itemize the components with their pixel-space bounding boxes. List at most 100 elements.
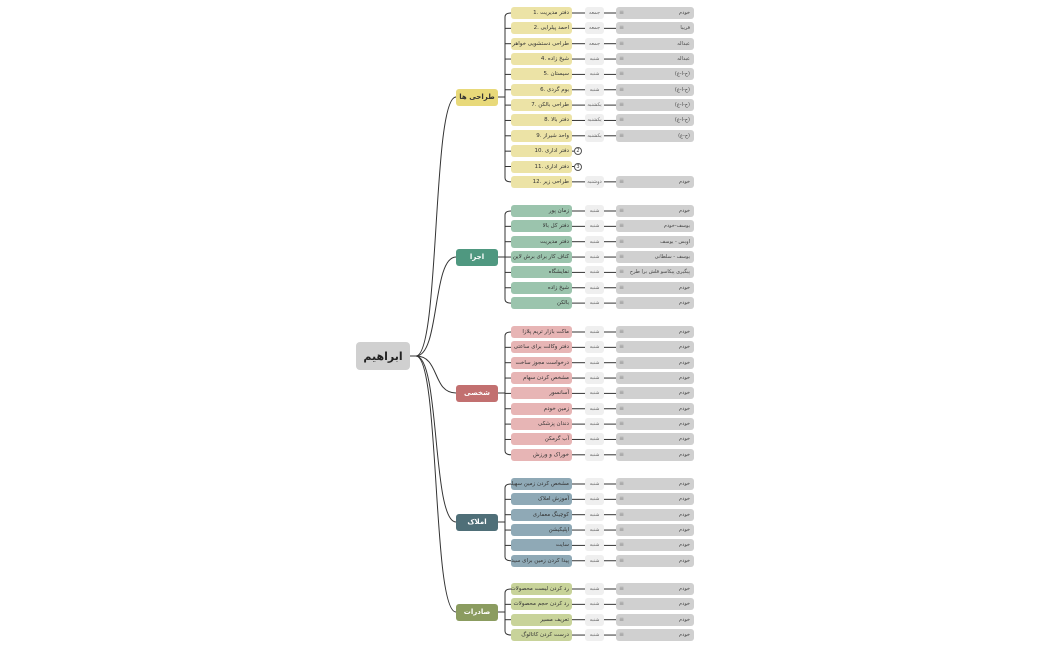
task-node[interactable]: بوم گردی .6 [511, 83, 572, 96]
day-node[interactable]: شنبه [585, 583, 604, 595]
notes-icon[interactable]: ≡ [619, 526, 625, 534]
task-node[interactable]: خوراک و ورزش [511, 448, 572, 461]
task-node[interactable]: درخواست مجوز ساخت [511, 356, 572, 369]
day-node[interactable]: شنبه [585, 220, 604, 233]
day-node[interactable]: شنبه [585, 326, 604, 338]
notes-icon[interactable]: ≡ [619, 328, 625, 335]
assignee-node[interactable]: خودم ≡ [616, 493, 694, 506]
day-node[interactable]: شنبه [585, 539, 604, 552]
task-node[interactable]: دفتر کل بالا [511, 220, 572, 233]
notes-icon[interactable]: ≡ [619, 283, 625, 291]
notes-icon[interactable]: ≡ [619, 253, 625, 261]
assignee-node[interactable]: (ح-ا-ع) ≡ [616, 68, 694, 81]
task-node[interactable]: نمایشگاه [511, 266, 572, 279]
day-node[interactable]: شنبه [585, 629, 604, 642]
notes-icon[interactable]: ≡ [619, 615, 625, 623]
task-node[interactable]: دفتر اداری .10 [511, 145, 572, 158]
day-node[interactable]: شنبه [585, 372, 604, 385]
root-node[interactable]: ابراهیم [356, 342, 410, 370]
task-node[interactable]: کناف کار برای برش لاین [511, 251, 572, 264]
task-node[interactable]: دفتر مدیریت [511, 235, 572, 248]
task-node[interactable]: طراحی دستشویی خواهر .3 [511, 37, 572, 50]
assignee-node[interactable]: یوسف - سلطانی ≡ [616, 251, 694, 264]
notes-icon[interactable]: ≡ [619, 222, 625, 230]
notes-icon[interactable]: ≡ [619, 631, 625, 639]
notes-icon[interactable]: ≡ [619, 541, 625, 549]
day-node[interactable]: شنبه [585, 613, 604, 626]
task-node[interactable]: رد کردن حجم محصولات [511, 598, 572, 611]
assignee-node[interactable]: (ح-ا-ع) ≡ [616, 99, 694, 112]
notes-icon[interactable]: ≡ [619, 268, 625, 276]
notes-icon[interactable]: ≡ [619, 237, 625, 245]
day-node[interactable]: یکشنبه [585, 114, 604, 127]
assignee-node[interactable]: (ح-ا-ع) ≡ [616, 83, 694, 96]
assignee-node[interactable]: خودم ≡ [616, 387, 694, 400]
task-node[interactable]: درست کردن کاتالوگ [511, 629, 572, 642]
task-node[interactable]: رد کردن لیست محصولات [511, 583, 572, 595]
notes-icon[interactable]: ≡ [619, 435, 625, 443]
branch-node[interactable]: شخصی [456, 384, 498, 402]
assignee-node[interactable]: (ح-ع) ≡ [616, 129, 694, 142]
assignee-node[interactable]: خودم ≡ [616, 372, 694, 385]
notes-icon[interactable]: ≡ [619, 85, 625, 93]
day-node[interactable]: شنبه [585, 524, 604, 537]
branch-node[interactable]: املاک [456, 513, 498, 531]
task-node[interactable]: شیخ زاده .4 [511, 53, 572, 66]
assignee-node[interactable]: خودم ≡ [616, 341, 694, 354]
day-node[interactable]: جمعه [585, 37, 604, 50]
notes-icon[interactable]: ≡ [619, 116, 625, 124]
assignee-node[interactable]: خودم ≡ [616, 613, 694, 626]
day-node[interactable]: شنبه [585, 418, 604, 431]
task-node[interactable]: طراحی بالکن .7 [511, 99, 572, 112]
day-node[interactable]: یکشنبه [585, 129, 604, 142]
day-node[interactable]: شنبه [585, 508, 604, 521]
task-node[interactable]: تعریف مسیر [511, 613, 572, 626]
assignee-node[interactable]: خودم ≡ [616, 598, 694, 611]
notes-icon[interactable]: ≡ [619, 389, 625, 397]
assignee-node[interactable]: خودم ≡ [616, 583, 694, 595]
notes-icon[interactable]: ≡ [619, 299, 625, 307]
notes-icon[interactable]: ≡ [619, 495, 625, 503]
assignee-node[interactable]: خودم ≡ [616, 524, 694, 537]
day-node[interactable]: جمعه [585, 7, 604, 19]
assignee-node[interactable]: یوسف-خودم ≡ [616, 220, 694, 233]
assignee-node[interactable]: اویس - یوسف ≡ [616, 235, 694, 248]
notes-icon[interactable]: ≡ [619, 343, 625, 351]
assignee-node[interactable]: خودم ≡ [616, 281, 694, 294]
branch-node[interactable]: طراحی ها [456, 88, 498, 106]
task-node[interactable]: بالکن [511, 297, 572, 310]
notes-icon[interactable]: ≡ [619, 480, 625, 487]
notes-icon[interactable]: ≡ [619, 556, 625, 564]
assignee-node[interactable]: (ح-ا-ع) ≡ [616, 114, 694, 127]
assignee-node[interactable]: خودم ≡ [616, 297, 694, 310]
assignee-node[interactable]: خودم ≡ [616, 478, 694, 490]
branch-node[interactable]: اجرا [456, 248, 498, 266]
notes-icon[interactable]: ≡ [619, 101, 625, 109]
day-node[interactable]: شنبه [585, 297, 604, 310]
task-node[interactable]: سیستان .5 [511, 68, 572, 81]
day-node[interactable]: شنبه [585, 251, 604, 264]
day-node[interactable]: شنبه [585, 598, 604, 611]
day-node[interactable]: شنبه [585, 356, 604, 369]
day-node[interactable]: شنبه [585, 493, 604, 506]
notes-icon[interactable]: ≡ [619, 70, 625, 78]
task-node[interactable]: پیدا کردن زمین برای سید [511, 554, 572, 567]
day-node[interactable]: شنبه [585, 266, 604, 279]
assignee-node[interactable]: خودم ≡ [616, 629, 694, 642]
task-node[interactable]: واحد شیراز .9 [511, 129, 572, 142]
task-node[interactable]: دندان پزشکی [511, 418, 572, 431]
task-node[interactable]: احمد پیلرایی .2 [511, 22, 572, 35]
task-node[interactable]: طراحی زیر .12 [511, 175, 572, 188]
collapsed-count-badge[interactable]: 2 [574, 147, 582, 156]
notes-icon[interactable]: ≡ [619, 358, 625, 366]
notes-icon[interactable]: ≡ [619, 374, 625, 382]
assignee-node[interactable]: خودم ≡ [616, 539, 694, 552]
day-node[interactable]: شنبه [585, 205, 604, 217]
assignee-node[interactable]: خودم ≡ [616, 7, 694, 19]
notes-icon[interactable]: ≡ [619, 9, 625, 16]
day-node[interactable]: شنبه [585, 281, 604, 294]
branch-node[interactable]: صادرات [456, 603, 498, 621]
collapsed-count-badge[interactable]: 3 [574, 162, 582, 171]
day-node[interactable]: یکشنبه [585, 99, 604, 112]
task-node[interactable]: مشخص کردن زمین سهیلی [511, 478, 572, 490]
